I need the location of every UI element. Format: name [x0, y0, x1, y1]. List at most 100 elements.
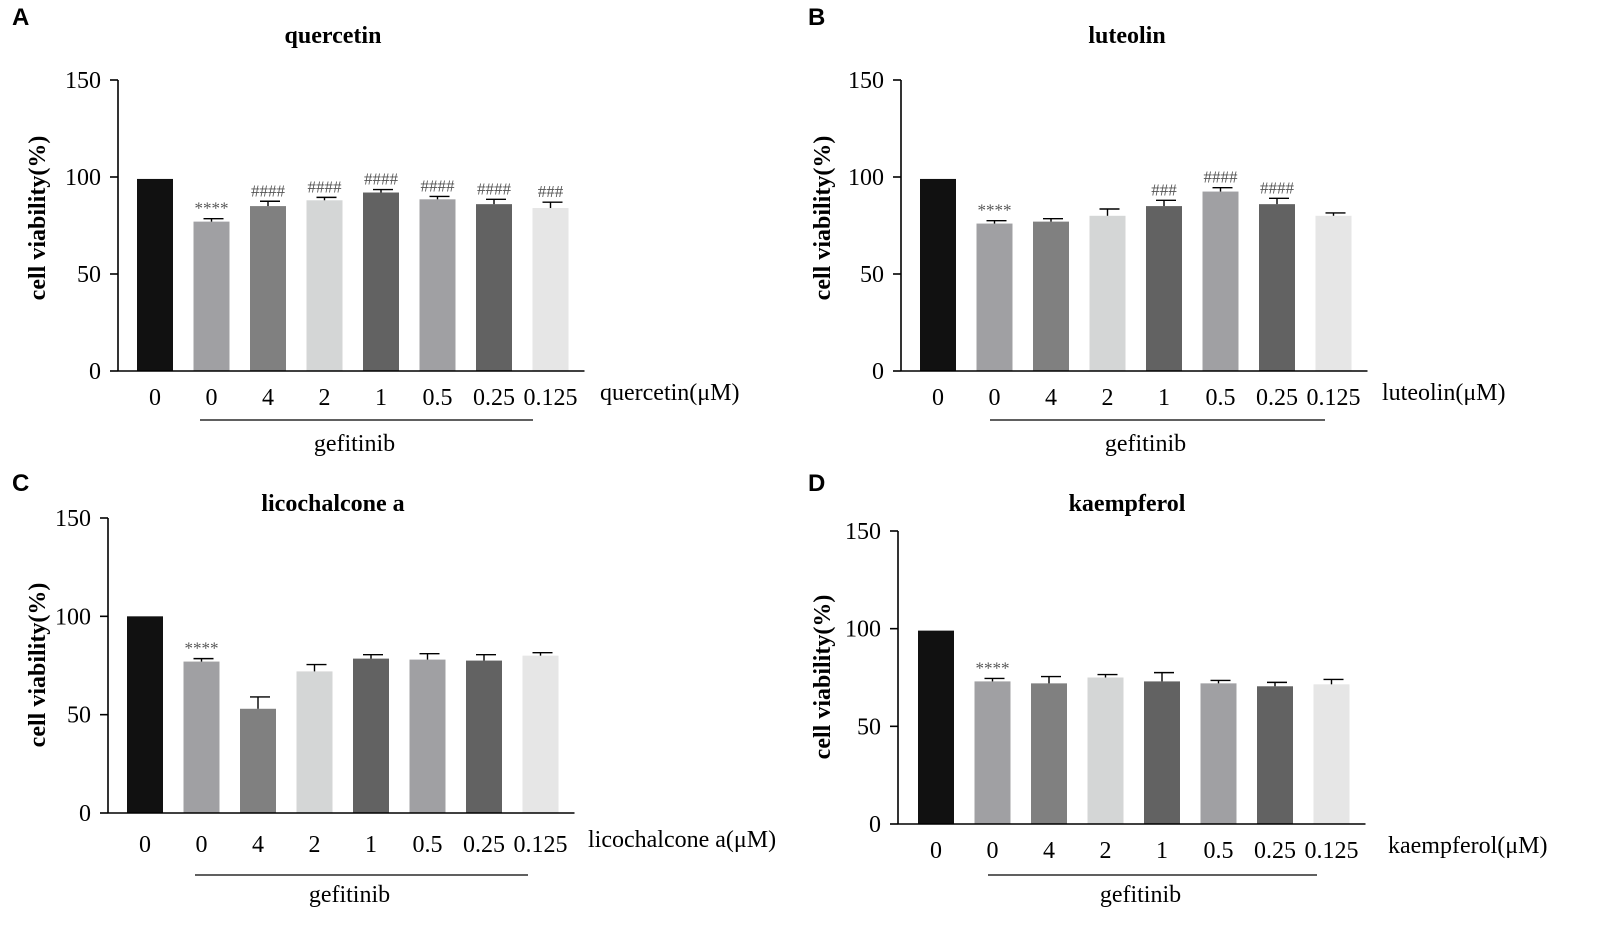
x-tick-label: 1	[375, 385, 387, 411]
significance-marker: ####	[421, 176, 456, 195]
bar	[1257, 686, 1293, 824]
panel-letter: A	[12, 4, 29, 31]
x-tick-label: 0.5	[423, 385, 453, 411]
bar	[306, 200, 343, 371]
x-axis-unit-label: luteolin(μM)	[1382, 380, 1506, 406]
bar	[240, 708, 276, 813]
x-tick-label: 0	[932, 385, 944, 411]
x-tick-label: 0	[930, 838, 942, 864]
x-tick-label: 4	[1045, 385, 1057, 411]
chart-title: kaempferol	[1069, 491, 1186, 517]
y-axis-label: cell viability(%)	[25, 136, 51, 301]
group-label: gefitinib	[314, 431, 395, 457]
significance-marker: ####	[477, 179, 512, 198]
y-tick-label: 0	[89, 359, 101, 385]
bar	[363, 192, 399, 371]
significance-marker: ###	[1151, 180, 1177, 199]
x-tick-label: 0.125	[1305, 838, 1359, 864]
x-tick-label: 0.125	[514, 832, 568, 858]
chart-title: luteolin	[1088, 23, 1165, 49]
panel-letter: C	[12, 470, 29, 497]
x-tick-label: 4	[262, 385, 274, 411]
y-tick-label: 0	[872, 359, 884, 385]
y-tick-label: 100	[845, 617, 881, 643]
bar	[183, 661, 220, 813]
significance-marker: ####	[251, 181, 286, 200]
group-label: gefitinib	[1105, 431, 1186, 457]
x-tick-label: 1	[1156, 838, 1168, 864]
bar	[466, 660, 502, 813]
bar	[1031, 683, 1067, 824]
panel-letter: B	[808, 4, 825, 31]
bar	[127, 616, 163, 813]
x-axis-unit-label: licochalcone a(μM)	[588, 827, 776, 853]
x-tick-label: 0	[139, 832, 151, 858]
significance-marker: ###	[538, 182, 564, 201]
bar	[419, 199, 456, 371]
bar	[1315, 215, 1352, 371]
bar	[137, 178, 173, 371]
y-axis-label: cell viability(%)	[810, 136, 836, 301]
x-tick-label: 0	[206, 385, 218, 411]
bar	[296, 671, 333, 813]
x-tick-label: 0	[196, 832, 208, 858]
x-tick-label: 2	[1102, 385, 1114, 411]
bar	[1146, 206, 1182, 371]
y-axis-label: cell viability(%)	[25, 583, 51, 748]
bar	[1200, 683, 1237, 824]
x-axis-unit-label: kaempferol(μM)	[1388, 833, 1547, 859]
x-tick-label: 0.5	[413, 832, 443, 858]
x-tick-label: 0.125	[1307, 385, 1361, 411]
group-label: gefitinib	[1100, 882, 1181, 908]
bar	[976, 223, 1013, 371]
y-tick-label: 50	[860, 262, 884, 288]
y-tick-label: 100	[55, 604, 91, 630]
bar	[250, 206, 286, 371]
x-tick-label: 0.25	[1254, 838, 1296, 864]
y-tick-label: 150	[848, 68, 884, 94]
x-tick-label: 2	[319, 385, 331, 411]
bar	[522, 655, 559, 813]
bar	[1313, 684, 1350, 824]
x-tick-label: 4	[252, 832, 264, 858]
bar	[476, 204, 512, 371]
x-tick-label: 0	[989, 385, 1001, 411]
x-tick-label: 2	[1100, 838, 1112, 864]
x-tick-label: 1	[1158, 385, 1170, 411]
y-axis-label: cell viability(%)	[810, 595, 836, 760]
y-tick-label: 100	[65, 165, 101, 191]
significance-marker: ****	[185, 639, 219, 658]
x-tick-label: 0	[987, 838, 999, 864]
y-tick-label: 0	[869, 812, 881, 838]
significance-marker: ####	[364, 170, 399, 189]
x-tick-label: 0.25	[463, 832, 505, 858]
bar	[1144, 681, 1180, 824]
significance-marker: ****	[976, 658, 1010, 677]
y-tick-label: 50	[67, 703, 91, 729]
significance-marker: ****	[978, 201, 1012, 220]
y-tick-label: 150	[845, 519, 881, 545]
significance-marker: ####	[1260, 178, 1295, 197]
bar	[974, 681, 1011, 824]
bar	[409, 659, 446, 813]
x-tick-label: 0	[149, 385, 161, 411]
x-tick-label: 0.25	[1256, 385, 1298, 411]
significance-marker: ####	[1204, 168, 1239, 187]
bar	[1089, 215, 1126, 371]
chart-title: quercetin	[285, 23, 382, 49]
x-tick-label: 2	[309, 832, 321, 858]
y-tick-label: 100	[848, 165, 884, 191]
y-tick-label: 50	[857, 714, 881, 740]
y-tick-label: 150	[65, 68, 101, 94]
bar	[920, 178, 956, 371]
significance-marker: ####	[308, 177, 343, 196]
y-tick-label: 0	[79, 801, 91, 827]
x-tick-label: 0.125	[524, 385, 578, 411]
panel-letter: D	[808, 470, 825, 497]
x-tick-label: 0.5	[1204, 838, 1234, 864]
